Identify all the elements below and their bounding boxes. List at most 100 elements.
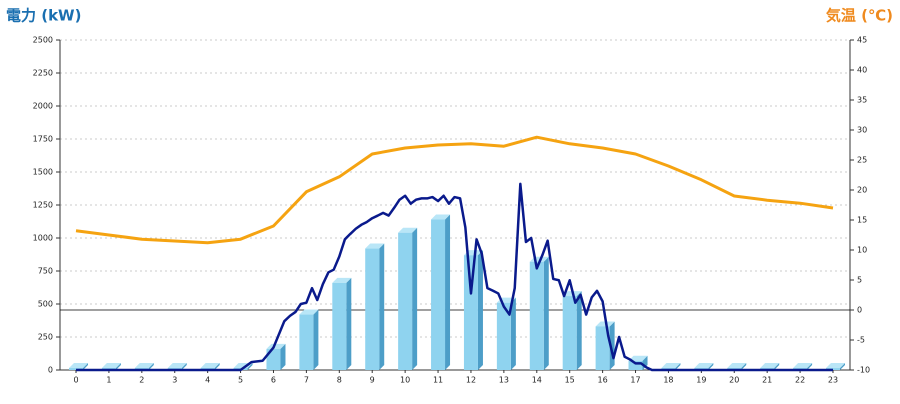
bar-side — [181, 363, 187, 370]
y-tick-label: 0 — [48, 366, 53, 375]
bar-side — [280, 343, 286, 370]
bar-side — [247, 363, 253, 370]
y-axis-title: 電力 (kW) — [6, 7, 81, 25]
y-tick-label: 2250 — [33, 69, 53, 78]
bar-top — [200, 363, 220, 369]
y2-tick-label: -5 — [857, 336, 865, 345]
x-tick-label: 19 — [696, 376, 706, 385]
bar — [562, 296, 577, 370]
y-tick-label: 500 — [38, 300, 53, 309]
bar-top — [299, 309, 319, 315]
x-tick-label: 10 — [400, 376, 410, 385]
bar-side — [675, 363, 681, 370]
bar-top — [793, 363, 813, 369]
bar-top — [266, 343, 286, 349]
bar-top — [760, 363, 780, 369]
bar-side — [313, 309, 319, 370]
x-tick-label: 9 — [370, 376, 375, 385]
bar-side — [83, 363, 88, 370]
bar-side — [445, 214, 451, 370]
bar-side — [214, 363, 220, 370]
y2-tick-label: 10 — [857, 246, 867, 255]
bar-top — [694, 363, 714, 369]
y2-tick-label: -10 — [857, 366, 870, 375]
x-tick-label: 21 — [762, 376, 772, 385]
bar-side — [576, 291, 582, 370]
y-tick-label: 1500 — [33, 168, 53, 177]
y-tick-label: 1250 — [33, 201, 53, 210]
x-tick-label: 11 — [433, 376, 443, 385]
bar-side — [510, 297, 516, 370]
bar-side — [774, 363, 780, 370]
x-tick-label: 0 — [73, 376, 78, 385]
bar-top — [69, 363, 88, 369]
bar-side — [741, 363, 747, 370]
bar — [496, 302, 511, 370]
bar-side — [708, 363, 714, 370]
x-tick-label: 4 — [205, 376, 210, 385]
bar — [266, 348, 281, 370]
bar-top — [431, 214, 451, 220]
bar-side — [412, 227, 418, 370]
x-tick-label: 17 — [630, 376, 640, 385]
bar-top — [826, 363, 845, 369]
bar-top — [661, 363, 681, 369]
x-tick-label: 5 — [238, 376, 243, 385]
y2-tick-label: 20 — [857, 186, 867, 195]
bar-top — [101, 363, 121, 369]
y2-tick-label: 5 — [857, 276, 862, 285]
bar — [365, 248, 380, 370]
y2-tick-label: 35 — [857, 96, 867, 105]
bar — [431, 219, 446, 370]
bar-top — [628, 355, 648, 361]
x-tick-label: 18 — [663, 376, 673, 385]
bar — [595, 326, 610, 370]
y2-tick-label: 30 — [857, 126, 867, 135]
bar — [299, 314, 314, 370]
x-tick-label: 20 — [729, 376, 739, 385]
y2-tick-label: 25 — [857, 156, 867, 165]
bar-side — [115, 363, 121, 370]
x-tick-label: 12 — [466, 376, 476, 385]
y-tick-label: 250 — [38, 333, 53, 342]
bar — [398, 232, 413, 370]
x-tick-label: 13 — [499, 376, 509, 385]
bar-side — [477, 250, 483, 370]
bar — [332, 282, 347, 370]
y2-tick-label: 40 — [857, 66, 867, 75]
bar-top — [727, 363, 747, 369]
bar-side — [543, 256, 549, 370]
x-tick-label: 14 — [532, 376, 542, 385]
y2-tick-label: 0 — [857, 306, 862, 315]
x-tick-label: 15 — [565, 376, 575, 385]
x-tick-label: 1 — [106, 376, 111, 385]
x-tick-label: 2 — [139, 376, 144, 385]
x-tick-label: 7 — [304, 376, 309, 385]
y-tick-label: 1000 — [33, 234, 53, 243]
y-tick-label: 1750 — [33, 135, 53, 144]
bar-top — [365, 243, 385, 249]
x-tick-label: 8 — [337, 376, 342, 385]
y-tick-label: 2500 — [33, 36, 53, 45]
x-tick-label: 3 — [172, 376, 177, 385]
bar-side — [379, 243, 385, 370]
x-tick-label: 23 — [828, 376, 838, 385]
bar — [463, 255, 478, 370]
y-tick-label: 2000 — [33, 102, 53, 111]
power-line — [76, 182, 833, 372]
temperature-line — [75, 135, 834, 245]
bar-top — [167, 363, 187, 369]
x-tick-label: 22 — [795, 376, 805, 385]
bar — [529, 261, 544, 370]
bar — [628, 360, 643, 370]
y-tick-label: 750 — [38, 267, 53, 276]
bar-side — [807, 363, 813, 370]
bar-top — [134, 363, 154, 369]
x-tick-label: 6 — [271, 376, 276, 385]
bar-side — [346, 277, 352, 370]
bar-top — [332, 277, 352, 283]
bar-side — [840, 363, 845, 370]
x-tick-label: 16 — [598, 376, 608, 385]
y2-axis-title: 気温 (℃) — [826, 7, 893, 25]
